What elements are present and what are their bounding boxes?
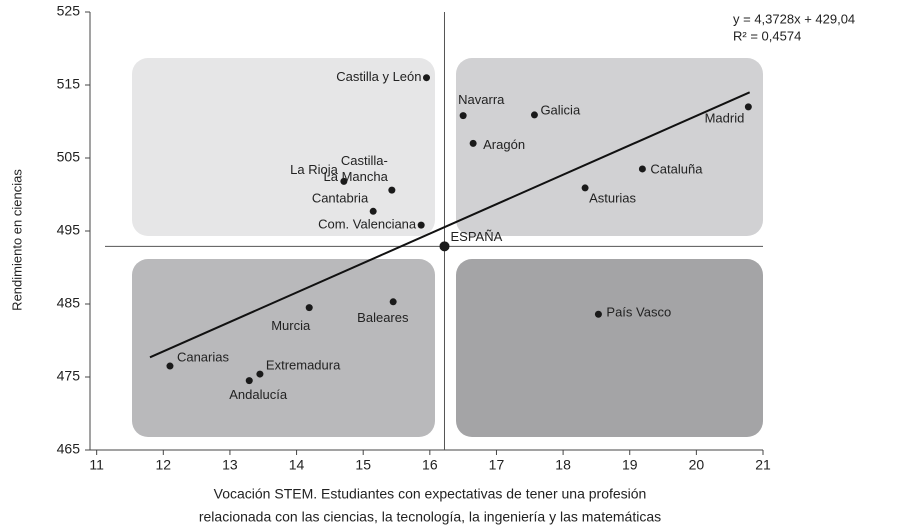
annotation: R² = 0,4574 [733,28,801,43]
point [389,298,397,306]
point [245,377,253,385]
point [369,207,377,215]
x-axis-label: relacionada con las ciencias, la tecnolo… [199,509,661,525]
y-tick-label: 475 [57,368,81,384]
x-axis-label: Vocación STEM. Estudiantes con expectati… [214,486,647,502]
point-label: Castilla y León [336,69,421,84]
point-label: ESPAÑA [450,229,502,244]
point-label: Madrid [705,110,745,125]
point [388,186,396,194]
point [305,304,313,312]
x-tick-label: 17 [489,457,505,473]
annotation: y = 4,3728x + 429,04 [733,11,855,26]
point [469,139,477,147]
quadrant [132,259,435,437]
y-tick-label: 515 [57,76,81,92]
point-label: Cataluña [650,161,703,176]
point-label: Cantabria [312,191,369,206]
point [423,74,430,82]
point [166,362,174,370]
y-tick-label: 465 [57,441,81,457]
point-label: Castilla-La Mancha [324,154,389,185]
point [638,165,646,173]
point [530,111,538,119]
point [594,310,602,318]
y-tick-label: 505 [57,149,81,165]
trend-line [149,91,751,359]
point-label: Canarias [177,349,230,364]
point-label: Galicia [540,102,581,117]
x-tick-label: 16 [422,457,438,473]
point [459,112,467,120]
x-tick-label: 11 [89,457,104,473]
point [439,241,450,252]
point-label: Andalucía [229,387,288,402]
y-tick-label: 525 [57,3,81,19]
point-label: Murcia [271,318,311,333]
y-tick-label: 495 [57,222,81,238]
x-tick-label: 12 [156,457,172,473]
x-tick-label: 13 [222,457,238,473]
point-label: La Rioja [290,162,338,177]
point-label: Asturias [589,190,636,205]
point-label: Extremadura [266,358,341,373]
point [417,221,425,229]
point [256,370,264,378]
y-axis-label: Rendimiento en ciencias [9,169,24,311]
x-tick-label: 18 [555,457,571,473]
point-label: Navarra [458,92,505,107]
quadrant [456,259,763,437]
x-tick-label: 15 [355,457,371,473]
x-tick-label: 14 [289,457,305,473]
point [744,103,752,111]
x-tick-label: 20 [689,457,705,473]
point-label: Com. Valenciana [318,217,417,232]
quadrant [456,58,763,236]
point-label: Baleares [357,310,409,325]
x-tick-label: 21 [755,457,771,473]
x-tick-label: 19 [622,457,638,473]
quadrant [132,58,435,236]
point-label: País Vasco [606,305,671,320]
point [581,184,589,192]
point [340,177,348,185]
y-tick-label: 485 [57,295,81,311]
point-label: Aragón [483,137,525,152]
